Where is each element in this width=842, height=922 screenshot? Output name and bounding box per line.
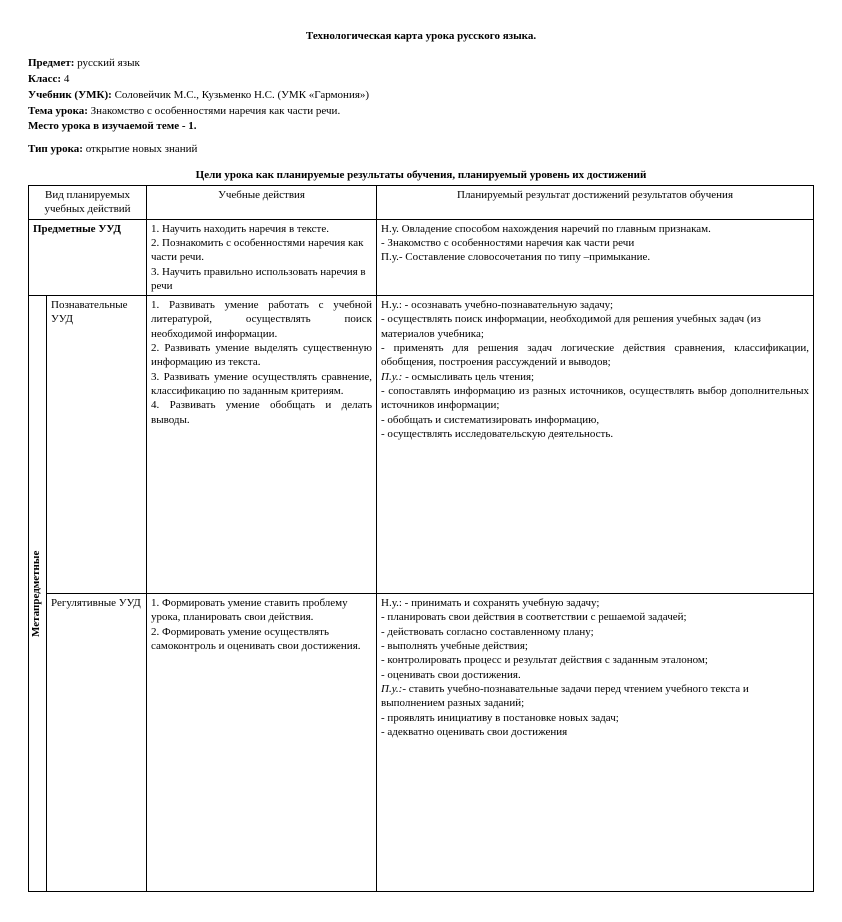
cog-r6: - обобщать и систематизировать информаци… bbox=[381, 413, 809, 427]
table-header-row: Вид планируемых учебных действий Учебные… bbox=[29, 186, 814, 220]
class-value: 4 bbox=[64, 73, 70, 85]
subject-uud-actions: 1. Научить находить наречия в тексте. 2.… bbox=[147, 219, 377, 295]
reg-r2: - планировать свои действия в соответств… bbox=[381, 610, 809, 624]
regulative-actions: 1. Формировать умение ставить проблему у… bbox=[147, 594, 377, 892]
meta-type: Тип урока: открытие новых знаний bbox=[28, 142, 814, 157]
header-result: Планируемый результат достижений результ… bbox=[377, 186, 814, 220]
meta-textbook: Учебник (УМК): Соловейчик М.С., Кузьменк… bbox=[28, 88, 814, 103]
type-label: Тип урока: bbox=[28, 143, 83, 155]
topic-value: Знакомство с особенностями наречия как ч… bbox=[91, 105, 341, 117]
cog-r4: П.у.: - осмысливать цель чтения; bbox=[381, 370, 809, 384]
place-value: - 1. bbox=[182, 120, 197, 132]
cognitive-result: Н.у.: - осознавать учебно-познавательную… bbox=[377, 296, 814, 594]
reg-r9: - адекватно оценивать свои достижения bbox=[381, 725, 809, 739]
reg-r8: - проявлять инициативу в постановке новы… bbox=[381, 711, 809, 725]
cog-r5: - сопоставлять информацию из разных исто… bbox=[381, 384, 809, 413]
type-value: открытие новых знаний bbox=[86, 143, 198, 155]
cognitive-actions: 1. Развивать умение работать с учебной л… bbox=[147, 296, 377, 594]
meta-topic: Тема урока: Знакомство с особенностями н… bbox=[28, 104, 814, 119]
reg-r3: - действовать согласно составленному пла… bbox=[381, 625, 809, 639]
cognitive-type: Познавательные УУД bbox=[47, 296, 147, 594]
meta-subject-label: Метапредметные bbox=[29, 296, 43, 891]
page-title: Технологическая карта урока русского язы… bbox=[28, 30, 814, 42]
reg-r5: - контролировать процесс и результат дей… bbox=[381, 653, 809, 667]
reg-r6: - оценивать свои достижения. bbox=[381, 668, 809, 682]
cog-r3: - применять для решения задач логические… bbox=[381, 341, 809, 370]
meta-subject: Предмет: русский язык bbox=[28, 56, 814, 71]
goals-title: Цели урока как планируемые результаты об… bbox=[28, 169, 814, 181]
class-label: Класс: bbox=[28, 73, 61, 85]
reg-r1: Н.у.: - принимать и сохранять учебную за… bbox=[381, 596, 809, 610]
reg-r4: - выполнять учебные действия; bbox=[381, 639, 809, 653]
header-actions: Учебные действия bbox=[147, 186, 377, 220]
cog-r2: - осуществлять поиск информации, необход… bbox=[381, 312, 809, 341]
row-subject-uud: Предметные УУД 1. Научить находить нареч… bbox=[29, 219, 814, 295]
subject-uud-result: Н.у. Овладение способом нахождения нареч… bbox=[377, 219, 814, 295]
row-cognitive-uud: Метапредметные Познавательные УУД 1. Раз… bbox=[29, 296, 814, 594]
place-label: Место урока в изучаемой теме bbox=[28, 120, 179, 132]
topic-label: Тема урока: bbox=[28, 105, 88, 117]
subject-value: русский язык bbox=[77, 57, 140, 69]
regulative-type: Регулятивные УУД bbox=[47, 594, 147, 892]
meta-class: Класс: 4 bbox=[28, 72, 814, 87]
goals-table: Вид планируемых учебных действий Учебные… bbox=[28, 185, 814, 892]
subject-label: Предмет: bbox=[28, 57, 74, 69]
row-regulative-uud: Регулятивные УУД 1. Формировать умение с… bbox=[29, 594, 814, 892]
textbook-value: Соловейчик М.С., Кузьменко Н.С. (УМК «Га… bbox=[115, 89, 369, 101]
subject-uud-type: Предметные УУД bbox=[29, 219, 147, 295]
meta-subject-rotated: Метапредметные bbox=[29, 296, 47, 892]
header-kind: Вид планируемых учебных действий bbox=[29, 186, 147, 220]
cog-r1: Н.у.: - осознавать учебно-познавательную… bbox=[381, 298, 809, 312]
meta-place: Место урока в изучаемой теме - 1. bbox=[28, 119, 814, 134]
cog-r7: - осуществлять исследовательскую деятель… bbox=[381, 427, 809, 441]
textbook-label: Учебник (УМК): bbox=[28, 89, 112, 101]
reg-r7: П.у.:- ставить учебно-познавательные зад… bbox=[381, 682, 809, 711]
regulative-result: Н.у.: - принимать и сохранять учебную за… bbox=[377, 594, 814, 892]
